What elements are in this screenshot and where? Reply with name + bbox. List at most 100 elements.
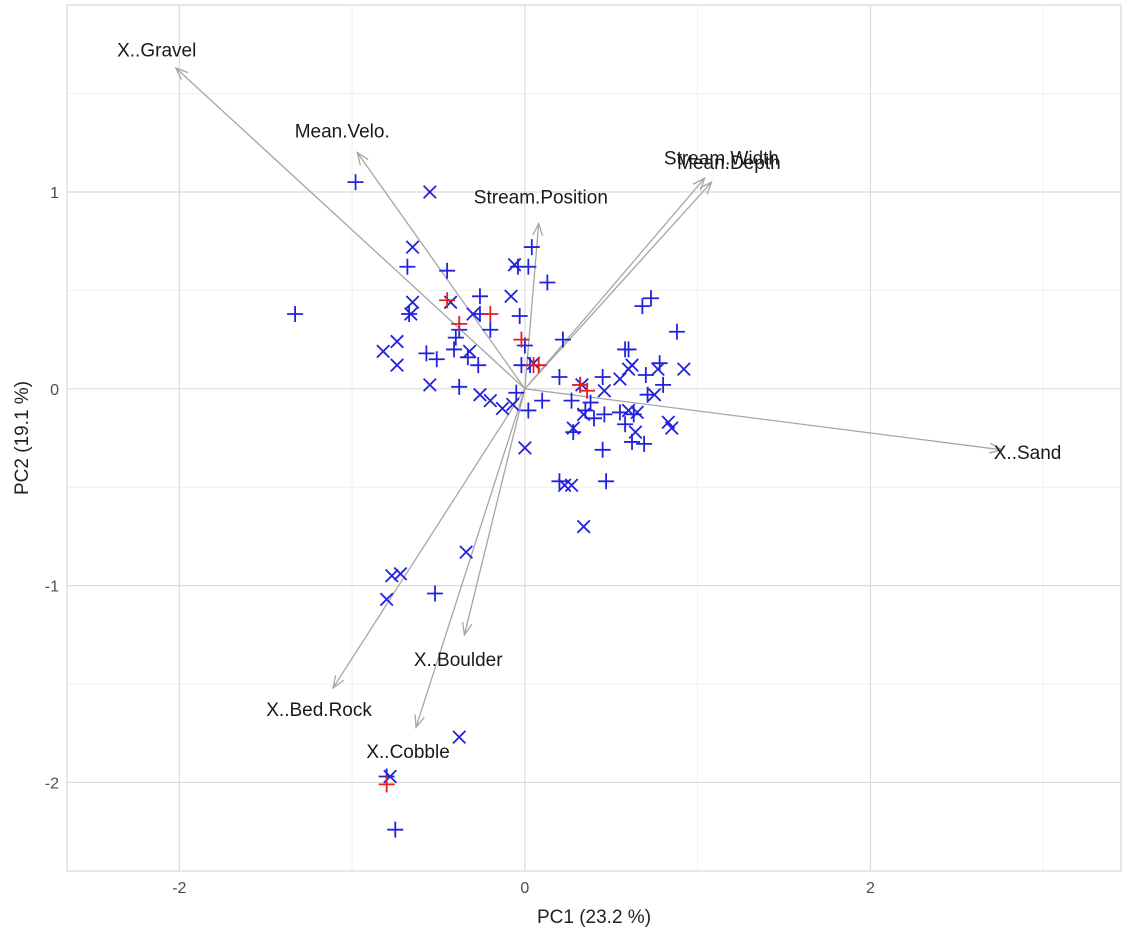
point-plus-blue bbox=[551, 368, 568, 385]
point-plus-blue bbox=[655, 376, 672, 393]
point-x-blue bbox=[597, 383, 612, 398]
loading-arrow bbox=[332, 388, 526, 689]
point-x-blue bbox=[422, 185, 437, 199]
loading-label: X..Sand bbox=[994, 443, 1062, 464]
point-x-blue bbox=[405, 240, 420, 254]
loading-arrow bbox=[524, 223, 540, 389]
loading-label: X..Cobble bbox=[366, 742, 449, 763]
point-plus-blue bbox=[482, 321, 499, 338]
point-plus-blue bbox=[511, 307, 528, 324]
point-x-blue bbox=[518, 440, 532, 455]
point-x-blue bbox=[405, 295, 420, 310]
point-x-blue bbox=[566, 421, 581, 436]
point-x-blue bbox=[664, 421, 679, 436]
point-x-blue bbox=[376, 344, 391, 359]
point-x-blue bbox=[443, 295, 458, 310]
point-x-blue bbox=[422, 377, 437, 392]
point-plus-red bbox=[482, 306, 499, 323]
loading-label: Stream.Width bbox=[664, 148, 779, 169]
point-x-blue bbox=[505, 397, 520, 412]
point-plus-blue bbox=[523, 239, 540, 256]
point-plus-blue bbox=[459, 349, 476, 366]
point-plus-blue bbox=[534, 392, 551, 409]
point-x-blue bbox=[576, 407, 591, 422]
point-x-blue bbox=[625, 358, 639, 373]
point-plus-blue bbox=[565, 424, 582, 441]
point-x-blue bbox=[621, 403, 636, 418]
point-plus-blue bbox=[347, 174, 364, 191]
x-tick-label: 0 bbox=[520, 880, 529, 897]
loading-arrow-head bbox=[332, 675, 345, 690]
x-axis-title: PC1 (23.2 %) bbox=[537, 907, 651, 928]
point-plus-blue bbox=[399, 258, 416, 275]
point-plus-red bbox=[579, 382, 596, 399]
point-plus-blue bbox=[287, 306, 304, 323]
point-x-blue bbox=[462, 344, 477, 359]
loading-label: Mean.Depth bbox=[677, 153, 781, 174]
point-plus-red bbox=[513, 331, 530, 348]
point-plus-blue bbox=[617, 416, 634, 433]
point-plus-blue bbox=[668, 323, 685, 340]
point-plus-blue bbox=[651, 355, 668, 372]
y-tick-label: 1 bbox=[50, 185, 59, 202]
point-plus-blue bbox=[520, 402, 537, 419]
point-plus-blue bbox=[563, 392, 580, 409]
point-x-blue bbox=[651, 362, 665, 376]
loading-vectors bbox=[174, 66, 1004, 729]
point-plus-blue bbox=[427, 585, 444, 602]
point-plus-blue bbox=[594, 368, 611, 385]
point-x-blue bbox=[473, 387, 487, 402]
x-tick-label: 2 bbox=[866, 880, 875, 897]
point-plus-blue bbox=[554, 331, 571, 348]
point-plus-blue bbox=[636, 435, 653, 452]
grid bbox=[67, 5, 1121, 871]
loading-label: X..Boulder bbox=[414, 650, 503, 671]
loading-label: Mean.Velo. bbox=[295, 121, 390, 142]
point-x-blue bbox=[564, 478, 579, 493]
x-tick-label: -2 bbox=[172, 880, 186, 897]
loading-arrow bbox=[524, 388, 1002, 451]
point-plus-blue bbox=[447, 329, 464, 346]
point-x-blue bbox=[630, 405, 645, 420]
point-plus-blue bbox=[471, 288, 488, 305]
loading-arrow bbox=[524, 177, 706, 390]
loading-arrow-head bbox=[174, 66, 189, 80]
point-x-blue bbox=[384, 568, 399, 583]
y-tick-label: 0 bbox=[50, 382, 59, 399]
point-x-blue bbox=[403, 307, 418, 321]
point-plus-blue bbox=[634, 298, 651, 315]
point-x-blue bbox=[390, 334, 404, 349]
score-points bbox=[287, 174, 691, 838]
point-plus-blue bbox=[470, 357, 487, 374]
point-x-blue bbox=[576, 519, 591, 534]
point-x-blue bbox=[390, 358, 404, 373]
point-plus-blue bbox=[596, 406, 613, 423]
point-plus-red bbox=[451, 315, 468, 332]
point-plus-blue bbox=[418, 345, 435, 362]
point-x-blue bbox=[379, 592, 394, 607]
point-plus-blue bbox=[620, 341, 637, 358]
loading-arrow-head bbox=[356, 151, 369, 166]
y-axis-title: PC2 (19.1 %) bbox=[12, 381, 33, 495]
loading-label: X..Gravel bbox=[117, 40, 196, 61]
point-x-blue bbox=[676, 362, 691, 376]
point-plus-blue bbox=[520, 258, 537, 275]
plot-panel-border bbox=[66, 4, 1122, 872]
point-plus-blue bbox=[539, 274, 556, 291]
point-x-blue bbox=[504, 289, 518, 304]
loading-arrow bbox=[415, 388, 526, 728]
y-tick-label: -2 bbox=[45, 775, 59, 792]
point-x-blue bbox=[647, 387, 662, 402]
point-plus-blue bbox=[637, 367, 654, 384]
point-plus-blue bbox=[598, 473, 615, 490]
loading-arrow bbox=[463, 388, 526, 635]
point-x-blue bbox=[459, 545, 474, 560]
point-plus-blue bbox=[643, 290, 660, 307]
point-x-blue bbox=[393, 566, 408, 581]
point-plus-blue bbox=[451, 378, 468, 395]
point-x-blue bbox=[557, 478, 572, 493]
loading-arrow bbox=[524, 181, 712, 390]
point-plus-blue bbox=[611, 404, 628, 421]
point-x-blue bbox=[495, 401, 510, 416]
loading-label: Stream.Position bbox=[474, 188, 608, 209]
